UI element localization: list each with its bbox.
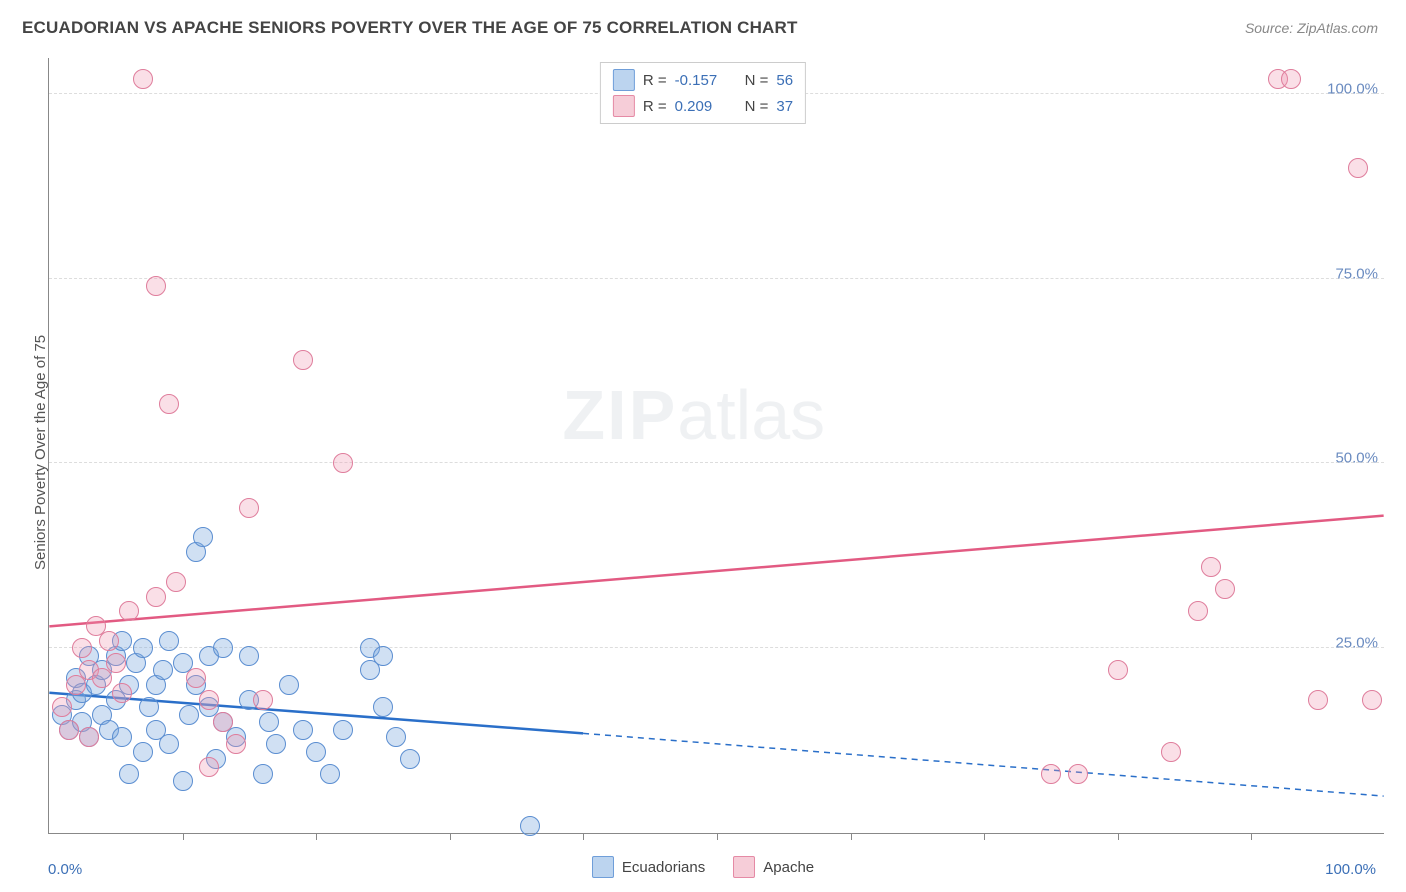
- data-point: [1068, 764, 1088, 784]
- legend-swatch: [592, 856, 614, 878]
- data-point: [179, 705, 199, 725]
- data-point: [373, 697, 393, 717]
- x-tick: [316, 833, 317, 840]
- data-point: [146, 276, 166, 296]
- data-point: [79, 727, 99, 747]
- data-point: [239, 498, 259, 518]
- data-point: [213, 712, 233, 732]
- data-point: [133, 638, 153, 658]
- chart-title: ECUADORIAN VS APACHE SENIORS POVERTY OVE…: [22, 18, 798, 38]
- data-point: [119, 601, 139, 621]
- data-point: [112, 727, 132, 747]
- data-point: [133, 69, 153, 89]
- x-tick: [583, 833, 584, 840]
- x-tick: [1251, 833, 1252, 840]
- data-point: [133, 742, 153, 762]
- data-point: [119, 764, 139, 784]
- data-point: [520, 816, 540, 836]
- gridline: [49, 278, 1384, 279]
- data-point: [239, 646, 259, 666]
- legend-row: R = 0.209N = 37: [613, 93, 793, 119]
- data-point: [159, 394, 179, 414]
- y-tick-label: 25.0%: [1335, 635, 1378, 652]
- data-point: [1041, 764, 1061, 784]
- data-point: [159, 734, 179, 754]
- data-point: [59, 720, 79, 740]
- source-label: Source: ZipAtlas.com: [1245, 20, 1378, 36]
- data-point: [112, 683, 132, 703]
- data-point: [139, 697, 159, 717]
- x-tick: [183, 833, 184, 840]
- y-tick-label: 100.0%: [1327, 80, 1378, 97]
- x-tick: [1118, 833, 1119, 840]
- data-point: [159, 631, 179, 651]
- y-tick-label: 75.0%: [1335, 265, 1378, 282]
- data-point: [333, 720, 353, 740]
- y-tick-label: 50.0%: [1335, 450, 1378, 467]
- data-point: [1348, 158, 1368, 178]
- data-point: [99, 631, 119, 651]
- data-point: [253, 764, 273, 784]
- data-point: [52, 697, 72, 717]
- data-point: [253, 690, 273, 710]
- data-point: [1362, 690, 1382, 710]
- legend-swatch: [613, 95, 635, 117]
- data-point: [193, 527, 213, 547]
- data-point: [146, 587, 166, 607]
- gridline: [49, 462, 1384, 463]
- data-point: [1108, 660, 1128, 680]
- x-tick: [450, 833, 451, 840]
- data-point: [72, 638, 92, 658]
- data-point: [1161, 742, 1181, 762]
- data-point: [1188, 601, 1208, 621]
- legend-swatch: [613, 69, 635, 91]
- data-point: [259, 712, 279, 732]
- data-point: [386, 727, 406, 747]
- y-axis-label: Seniors Poverty Over the Age of 75: [32, 335, 49, 570]
- data-point: [153, 660, 173, 680]
- data-point: [213, 638, 233, 658]
- legend-item: Ecuadorians: [592, 856, 705, 878]
- scatter-plot: 25.0% 50.0% 75.0% 100.0%: [48, 58, 1384, 834]
- data-point: [400, 749, 420, 769]
- data-point: [266, 734, 286, 754]
- data-point: [173, 771, 193, 791]
- data-point: [1215, 579, 1235, 599]
- legend-row: R = -0.157N = 56: [613, 67, 793, 93]
- data-point: [199, 757, 219, 777]
- series-legend: Ecuadorians Apache: [0, 856, 1406, 878]
- data-point: [1201, 557, 1221, 577]
- data-point: [166, 572, 186, 592]
- legend-swatch: [733, 856, 755, 878]
- data-point: [306, 742, 326, 762]
- data-point: [106, 653, 126, 673]
- x-tick: [984, 833, 985, 840]
- data-point: [293, 720, 313, 740]
- data-point: [186, 668, 206, 688]
- data-point: [373, 646, 393, 666]
- data-point: [333, 453, 353, 473]
- data-point: [199, 690, 219, 710]
- data-point: [320, 764, 340, 784]
- data-point: [293, 350, 313, 370]
- x-tick: [851, 833, 852, 840]
- data-point: [226, 734, 246, 754]
- correlation-legend: R = -0.157N = 56R = 0.209N = 37: [600, 62, 806, 124]
- data-point: [279, 675, 299, 695]
- data-point: [1308, 690, 1328, 710]
- x-tick: [717, 833, 718, 840]
- legend-item: Apache: [733, 856, 814, 878]
- data-point: [1281, 69, 1301, 89]
